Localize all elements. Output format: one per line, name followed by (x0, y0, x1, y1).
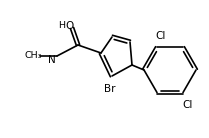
Text: Cl: Cl (156, 31, 166, 42)
Text: H: H (59, 22, 65, 30)
Text: Br: Br (104, 84, 116, 94)
Text: N: N (48, 55, 56, 65)
Text: O: O (66, 21, 74, 31)
Text: Cl: Cl (183, 99, 193, 110)
Text: CH₃: CH₃ (24, 51, 42, 60)
